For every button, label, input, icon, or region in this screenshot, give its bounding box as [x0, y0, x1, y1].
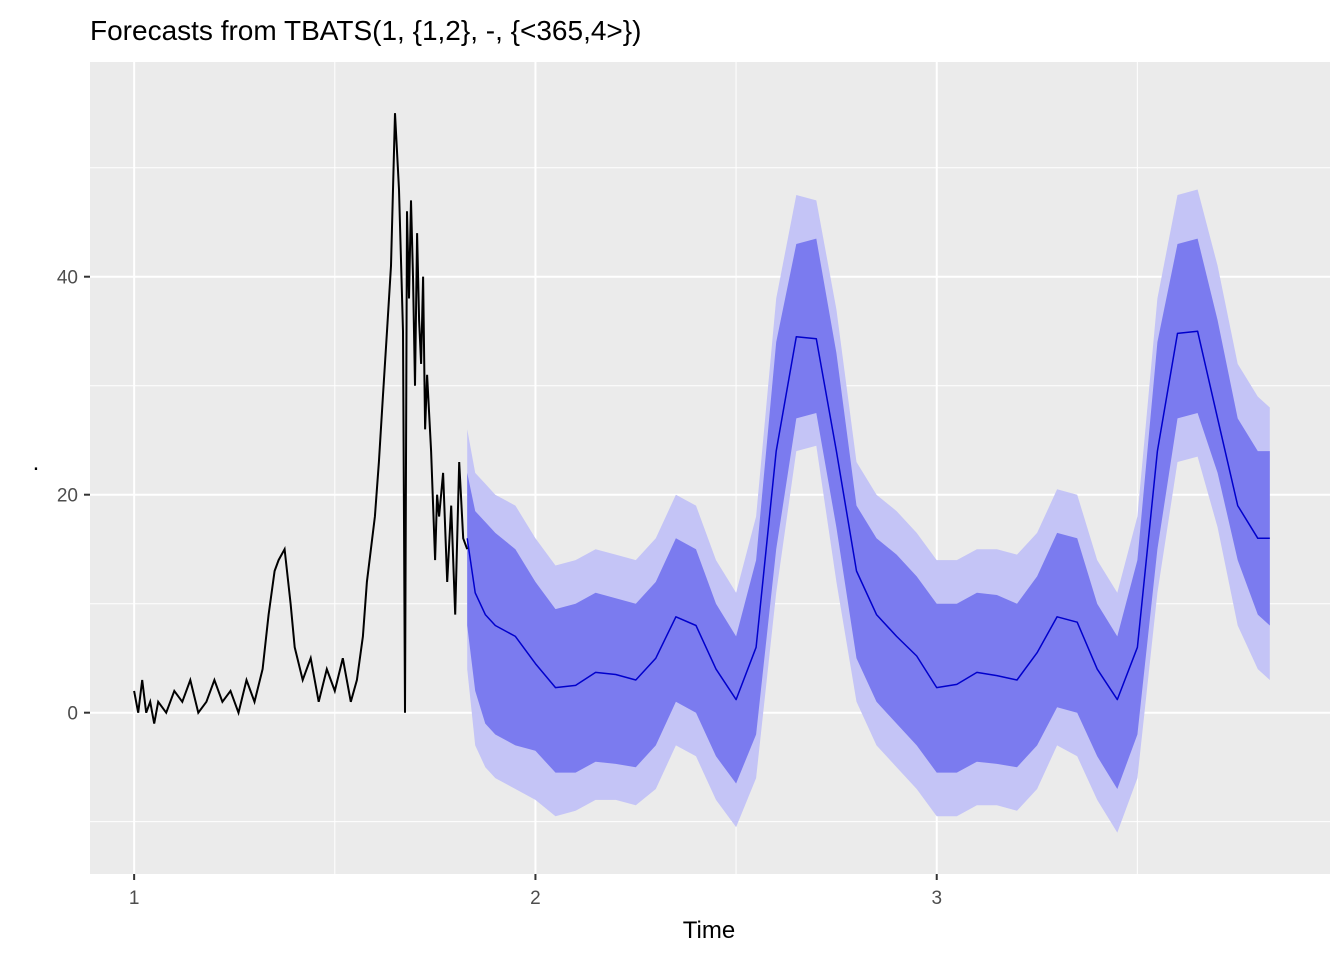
prediction-intervals — [467, 189, 1270, 833]
x-tick-label: 3 — [931, 888, 942, 909]
x-axis-ticks: 1 2 3 — [129, 874, 942, 909]
y-tick-label: 40 — [57, 268, 78, 289]
history-line — [133, 113, 469, 724]
x-axis-title: Time — [683, 917, 735, 944]
band-80 — [467, 238, 1270, 790]
chart-title: Forecasts from TBATS(1, {1,2}, -, {<365,… — [90, 15, 641, 46]
x-tick-label: 1 — [129, 888, 140, 909]
y-tick-label: 0 — [67, 704, 78, 725]
y-axis-title: . — [33, 449, 40, 476]
series-lines — [133, 113, 1270, 724]
y-axis-ticks: 0 20 40 — [57, 268, 90, 725]
y-tick-label: 20 — [57, 486, 78, 507]
x-tick-label: 2 — [530, 888, 541, 909]
minor-gridlines — [90, 62, 1330, 874]
forecast-mean-line — [466, 330, 1270, 701]
